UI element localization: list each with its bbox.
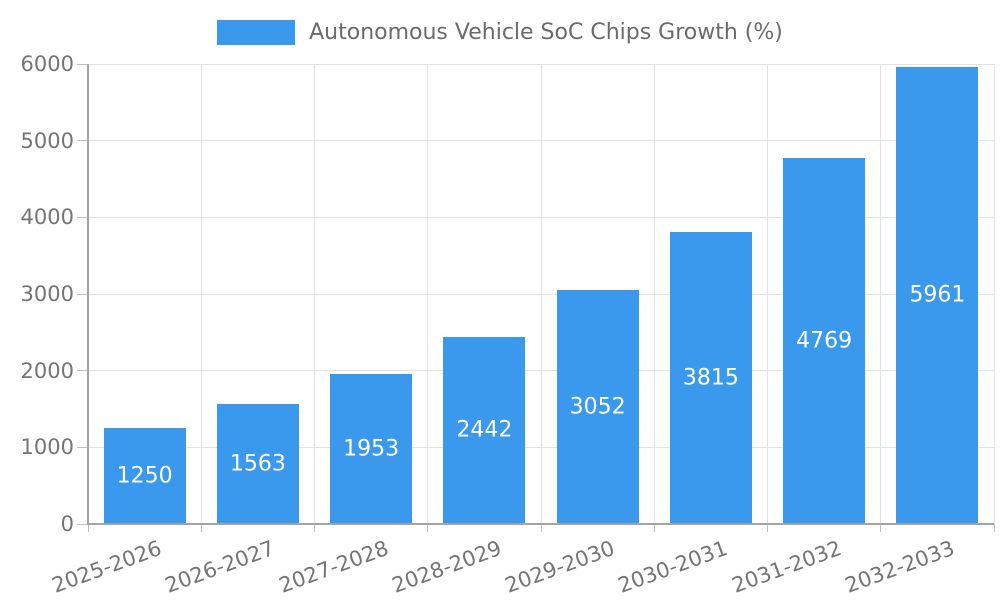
bar[interactable]: 4769 [783,158,866,524]
x-axis-tick-label: 2030-2031 [615,536,732,598]
x-axis-tick-label: 2025-2026 [49,536,165,598]
bar[interactable]: 1953 [330,374,413,524]
y-tick-mark [77,63,88,65]
legend-label: Autonomous Vehicle SoC Chips Growth (%) [309,20,783,45]
x-axis-tick-label: 2027-2028 [275,536,392,598]
y-axis-tick-label: 5000 [20,128,74,153]
bar[interactable]: 1250 [103,428,186,524]
bar-value-label: 5961 [909,282,966,308]
bar[interactable]: 5961 [896,66,979,524]
bar-value-label: 2442 [456,417,513,443]
x-axis-tick-label: 2031-2032 [728,536,845,598]
x-tick-mark [427,524,429,532]
x-gridline [200,64,202,524]
x-axis-line [86,522,994,525]
x-tick-mark [87,524,89,532]
y-tick-mark [77,216,88,218]
legend-swatch-icon [217,20,296,45]
bar-value-label: 1563 [229,451,286,477]
x-gridline [540,64,542,524]
y-axis-tick-label: 6000 [20,52,74,76]
x-axis-tick-label: 2028-2029 [388,536,505,598]
bar-value-label: 3815 [682,365,739,391]
x-gridline [314,64,315,524]
bar-value-label: 1250 [116,463,173,489]
x-tick-mark [200,524,202,532]
y-tick-mark [77,293,88,295]
legend[interactable]: Autonomous Vehicle SoC Chips Growth (%) [0,20,1000,45]
x-tick-mark [314,524,315,532]
y-axis-line [86,64,89,524]
bar[interactable]: 2442 [443,336,526,524]
bar[interactable]: 3052 [556,290,639,524]
x-tick-mark [880,524,882,532]
bar-value-label: 3052 [569,394,626,420]
x-tick-mark [993,524,995,532]
bar[interactable]: 3815 [669,231,752,524]
y-tick-mark [77,370,88,372]
y-tick-mark [77,446,88,448]
x-tick-mark [653,524,655,532]
x-gridline [653,64,655,524]
x-gridline [880,64,882,524]
x-axis-tick-label: 2029-2030 [502,536,618,598]
bar-value-label: 4769 [796,328,853,354]
y-axis-tick-label: 4000 [20,205,74,230]
x-axis-tick-label: 2032-2033 [841,536,958,598]
bar-value-label: 1953 [343,436,400,462]
y-axis-tick-label: 0 [60,512,74,536]
x-axis-tick-label: 2026-2027 [162,536,279,598]
x-gridline [767,64,768,524]
x-tick-mark [767,524,768,532]
x-tick-mark [540,524,542,532]
y-axis-tick-label: 1000 [20,435,74,460]
y-axis-tick-label: 3000 [20,282,74,306]
x-gridline [993,64,995,524]
bar[interactable]: 1563 [216,404,299,524]
y-axis-tick-label: 2000 [20,358,74,383]
x-gridline [427,64,429,524]
y-tick-mark [77,140,88,142]
y-tick-mark [77,523,88,525]
